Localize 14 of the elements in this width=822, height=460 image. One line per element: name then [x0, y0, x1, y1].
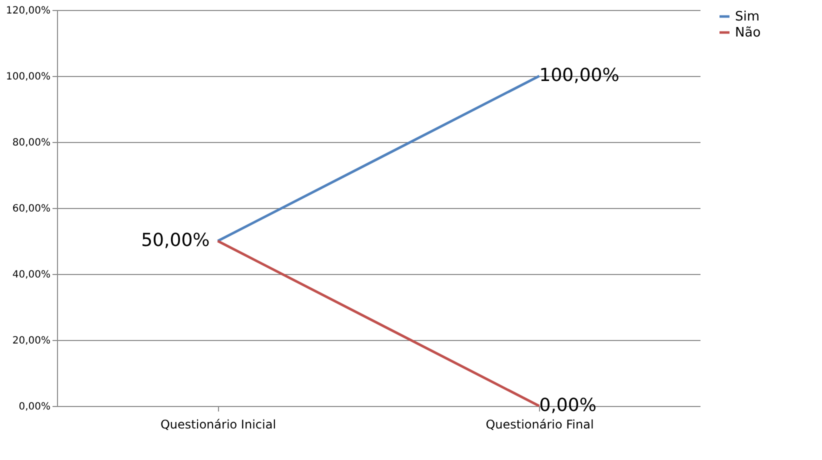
data-label: 50,00%: [141, 230, 210, 251]
y-tick-label: 60,00%: [12, 204, 50, 214]
x-tick-label: Questionário Inicial: [160, 418, 276, 432]
data-label: 100,00%: [539, 65, 620, 86]
y-tick-label: 0,00%: [18, 402, 50, 412]
x-tick-label: Questionário Final: [486, 418, 594, 432]
y-tick-label: 80,00%: [12, 138, 50, 148]
y-tick-label: 20,00%: [12, 336, 50, 346]
y-tick-label: 100,00%: [6, 72, 50, 82]
data-label: 0,00%: [539, 395, 596, 416]
y-tick-label: 120,00%: [6, 6, 50, 16]
legend-label: Não: [735, 26, 761, 40]
y-tick-label: 40,00%: [12, 270, 50, 280]
legend-label: Sim: [735, 10, 760, 24]
